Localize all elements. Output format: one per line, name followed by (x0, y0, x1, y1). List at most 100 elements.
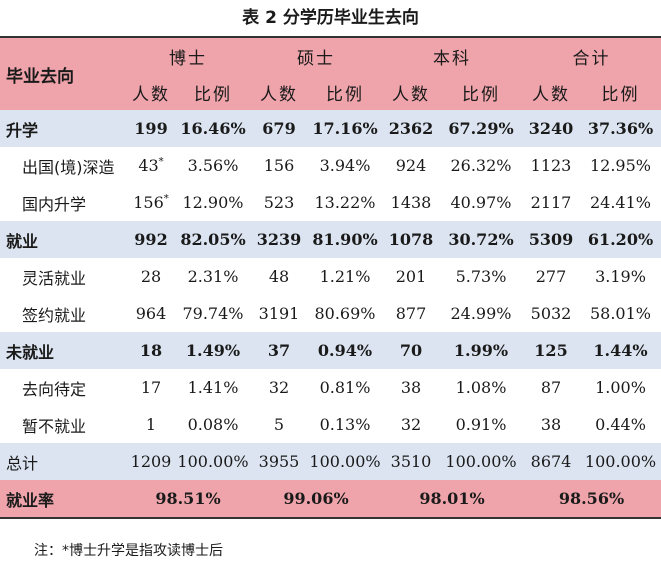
count-cell: 156 (263, 156, 295, 175)
row-label: 就业 (6, 231, 39, 251)
count-cell: 523 (263, 193, 295, 212)
ratio-cell: 1.49% (185, 341, 241, 360)
ratio-cell: 17.16% (312, 119, 378, 138)
ratio-cell: 61.20% (587, 230, 654, 249)
ratio-cell: 1.21% (319, 267, 371, 286)
col-header-ratio: 比例 (601, 84, 640, 105)
ratio-cell: 0.91% (455, 415, 507, 434)
col-header-ratio: 比例 (194, 84, 232, 105)
row-label: 灵活就业 (22, 268, 87, 288)
ratio-cell: 5.73% (455, 267, 507, 286)
count-cell: 70 (399, 341, 423, 360)
count-cell: 32 (268, 378, 290, 397)
ratio-cell: 12.95% (589, 156, 651, 175)
count-cell: 43* (138, 156, 164, 175)
count-cell: 1209 (130, 452, 172, 471)
count-cell: 156* (133, 193, 169, 212)
graduate-destination-table: 毕业去向 博士 硕士 本科 合计 人数 比例 人数 比例 人数 比例 人数 比例… (0, 36, 661, 519)
row-label: 国内升学 (22, 194, 87, 214)
col-header-ratio: 比例 (462, 84, 500, 105)
ratio-cell: 1.08% (455, 378, 507, 397)
count-cell: 32 (400, 415, 422, 434)
ratio-cell: 12.90% (182, 193, 244, 212)
ratio-cell: 80.69% (314, 304, 376, 323)
ratio-cell: 58.01% (589, 304, 651, 323)
table-row: 暂不就业 1 0.08% 5 0.13% 32 0.91% 38 0.44% (0, 406, 661, 443)
employment-rate-row: 就业率 98.51% 99.06% 98.01% 98.56% (0, 480, 661, 519)
col-header-ratio: 比例 (326, 84, 364, 105)
table-row: 就业 992 82.05% 3239 81.90% 1078 30.72% 5309 61.20… (0, 221, 661, 258)
count-cell: 48 (268, 267, 290, 286)
count-cell: 679 (262, 119, 296, 138)
ratio-cell: 81.90% (312, 230, 378, 249)
row-label: 签约就业 (22, 305, 87, 325)
ratio-cell: 1.00% (595, 378, 646, 397)
count-cell: 5 (273, 415, 285, 434)
ratio-cell: 82.05% (180, 230, 246, 249)
count-cell: 1123 (530, 156, 572, 175)
table-row: 未就业 18 1.49% 37 0.94% 70 1.99% 125 1.44% (0, 332, 661, 369)
count-cell: 3191 (258, 304, 300, 323)
table-row: 签约就业 964 79.74% 3191 80.69% 877 24.99% 5032 58.0… (0, 295, 661, 332)
ratio-cell: 40.97% (450, 193, 512, 212)
group-header-master: 硕士 (250, 36, 382, 74)
count-cell: 1438 (390, 193, 432, 212)
count-cell: 17 (140, 378, 162, 397)
count-cell: 87 (540, 378, 562, 397)
ratio-cell: 3.94% (319, 156, 371, 175)
ratio-cell: 30.72% (448, 230, 514, 249)
count-cell: 3240 (528, 119, 574, 138)
table-row: 灵活就业 28 2.31% 48 1.21% 201 5.73% 277 3.19% (0, 258, 661, 295)
count-cell: 28 (140, 267, 162, 286)
ratio-cell: 2.31% (187, 267, 239, 286)
count-cell: 38 (540, 415, 562, 434)
row-label: 去向待定 (22, 379, 87, 399)
ratio-cell: 100.00% (584, 452, 657, 471)
row-label: 升学 (6, 120, 39, 140)
ratio-cell: 3.56% (187, 156, 239, 175)
count-cell: 924 (395, 156, 427, 175)
count-cell: 38 (400, 378, 422, 397)
ratio-cell: 16.46% (180, 119, 246, 138)
ratio-cell: 0.81% (319, 378, 371, 397)
ratio-cell: 79.74% (182, 304, 244, 323)
table-title: 表 2 分学历毕业生去向 (242, 8, 419, 28)
count-cell: 37 (267, 341, 291, 360)
group-header-bachelor: 本科 (382, 36, 522, 74)
ratio-cell: 24.41% (589, 193, 651, 212)
col-header-count: 人数 (532, 84, 570, 105)
ratio-cell: 0.44% (595, 415, 646, 434)
ratio-cell: 13.22% (314, 193, 376, 212)
ratio-cell: 100.00% (177, 452, 249, 471)
ratio-cell: 0.94% (317, 341, 373, 360)
group-header-phd: 博士 (126, 36, 250, 74)
count-cell: 964 (135, 304, 167, 323)
count-cell: 5309 (528, 230, 574, 249)
count-cell: 125 (534, 341, 568, 360)
ratio-cell: 1.99% (453, 341, 509, 360)
ratio-cell: 0.08% (187, 415, 239, 434)
count-cell: 3510 (390, 452, 432, 471)
table-row: 升学 199 16.46% 679 17.16% 2362 67.29% 3240 37.36% (0, 110, 661, 147)
asterisk-mark: * (163, 193, 169, 205)
row-label: 暂不就业 (22, 416, 87, 436)
count-cell: 877 (395, 304, 427, 323)
count-cell: 1 (145, 415, 157, 434)
employment-rate-total: 98.56% (522, 480, 661, 519)
table-row: 去向待定 17 1.41% 32 0.81% 38 1.08% 87 1.00% (0, 369, 661, 406)
ratio-cell: 26.32% (450, 156, 512, 175)
count-cell: 277 (535, 267, 567, 286)
col-header-count: 人数 (392, 84, 430, 105)
row-label: 总计 (6, 453, 39, 473)
ratio-cell: 1.44% (593, 341, 648, 360)
table-row: 总计 1209 100.00% 3955 100.00% 3510 100.00% 8674 1… (0, 443, 661, 480)
ratio-cell: 67.29% (448, 119, 514, 138)
table-row: 出国(境)深造 43* 3.56% 156 3.94% 924 26.32% 1123 12.9… (0, 147, 661, 184)
count-cell: 2362 (388, 119, 434, 138)
count-cell: 8674 (530, 452, 572, 471)
employment-rate-label: 就业率 (0, 480, 126, 519)
table-row: 国内升学 156* 12.90% 523 13.22% 1438 40.97% 2117 24.… (0, 184, 661, 221)
count-cell: 201 (395, 267, 427, 286)
employment-rate-bachelor: 98.01% (382, 480, 522, 519)
ratio-cell: 37.36% (587, 119, 654, 138)
